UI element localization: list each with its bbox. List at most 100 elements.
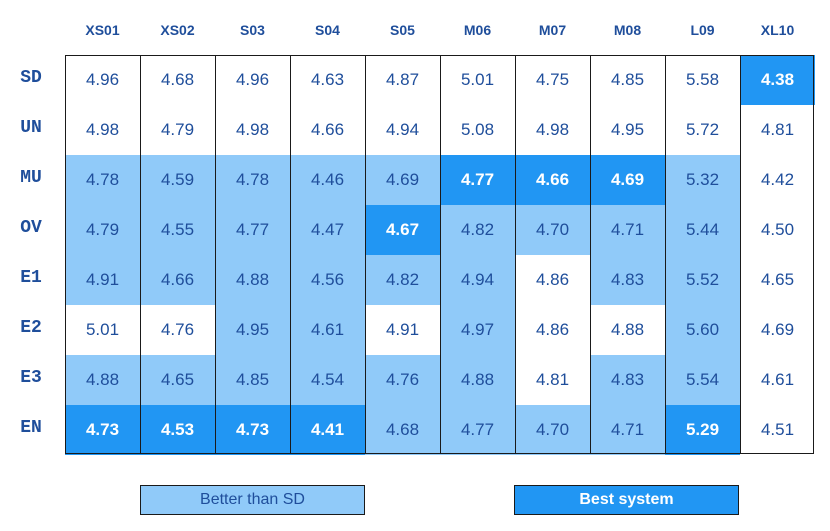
cell-en-xs02: 4.53: [140, 405, 215, 455]
cell-ov-s03: 4.77: [215, 205, 290, 255]
cell-e2-m06: 4.97: [440, 305, 515, 355]
cell-mu-m06: 4.77: [440, 155, 515, 205]
cell-mu-m07: 4.66: [515, 155, 590, 205]
legend-best-system: Best system: [514, 485, 739, 515]
cell-un-m06: 5.08: [460, 120, 495, 139]
cell-ov-m06: 4.82: [440, 205, 515, 255]
cell-un-s04: 4.66: [310, 120, 345, 139]
cell-en-m07: 4.70: [515, 405, 590, 455]
cell-e3-xs02: 4.65: [140, 355, 215, 405]
cell-mu-xs01: 4.78: [65, 155, 140, 205]
cell-sd-xs02: 4.68: [160, 70, 195, 89]
column-header-xs02: XS02: [160, 22, 195, 38]
cell-mu-m08: 4.69: [590, 155, 665, 205]
column-divider: [440, 55, 441, 454]
column-divider: [290, 55, 291, 454]
cell-ov-l09: 5.44: [665, 205, 740, 255]
cell-e1-m08: 4.83: [590, 255, 665, 305]
column-divider: [590, 55, 591, 454]
cell-mu-xs02: 4.59: [140, 155, 215, 205]
row-header-sd: SD: [20, 68, 42, 88]
row-header-e1: E1: [20, 268, 42, 288]
cell-e3-m06: 4.88: [440, 355, 515, 405]
cell-un-xs01: 4.98: [85, 120, 120, 139]
legend-better-than-sd: Better than SD: [140, 485, 365, 515]
column-divider: [365, 55, 366, 454]
cell-ov-s04: 4.47: [290, 205, 365, 255]
row-header-en: EN: [20, 418, 42, 438]
cell-sd-m07: 4.75: [535, 70, 570, 89]
cell-ov-m07: 4.70: [515, 205, 590, 255]
cell-e1-s05: 4.82: [365, 255, 440, 305]
cell-e3-s03: 4.85: [215, 355, 290, 405]
cell-sd-m06: 5.01: [460, 70, 495, 89]
cell-e1-s04: 4.56: [290, 255, 365, 305]
column-divider: [740, 55, 741, 454]
cell-e1-l09: 5.52: [665, 255, 740, 305]
cell-ov-xl10: 4.50: [760, 220, 795, 239]
cell-e3-xs01: 4.88: [65, 355, 140, 405]
cell-e2-s04: 4.61: [290, 305, 365, 355]
cell-mu-l09: 5.32: [665, 155, 740, 205]
cell-en-s05: 4.68: [365, 405, 440, 455]
cell-ov-s05: 4.67: [365, 205, 440, 255]
column-header-s04: S04: [315, 22, 340, 38]
cell-sd-xl10: 4.38: [740, 55, 815, 105]
row-header-e3: E3: [20, 368, 42, 388]
column-divider: [140, 55, 141, 454]
cell-e2-xl10: 4.69: [760, 320, 795, 339]
cell-e3-m07: 4.81: [535, 370, 570, 389]
cell-ov-xs01: 4.79: [65, 205, 140, 255]
cell-ov-m08: 4.71: [590, 205, 665, 255]
row-header-ov: OV: [20, 218, 42, 238]
cell-e2-l09: 5.60: [665, 305, 740, 355]
cell-mu-xl10: 4.42: [760, 170, 795, 189]
cell-e2-xs01: 5.01: [85, 320, 120, 339]
column-header-l09: L09: [690, 22, 715, 38]
cell-e3-xl10: 4.61: [760, 370, 795, 389]
cell-sd-s05: 4.87: [385, 70, 420, 89]
cell-en-xs01: 4.73: [65, 405, 140, 455]
cell-ov-xs02: 4.55: [140, 205, 215, 255]
cell-e1-xs01: 4.91: [65, 255, 140, 305]
cell-e3-s05: 4.76: [365, 355, 440, 405]
cell-e1-s03: 4.88: [215, 255, 290, 305]
cell-un-l09: 5.72: [685, 120, 720, 139]
cell-un-m08: 4.95: [610, 120, 645, 139]
row-header-un: UN: [20, 118, 42, 138]
column-divider: [515, 55, 516, 454]
cell-e1-m06: 4.94: [440, 255, 515, 305]
cell-un-s05: 4.94: [385, 120, 420, 139]
cell-sd-m08: 4.85: [610, 70, 645, 89]
row-header-mu: MU: [20, 168, 42, 188]
cell-e2-m07: 4.86: [535, 320, 570, 339]
legend-best-label: Best system: [579, 491, 674, 508]
column-header-m06: M06: [463, 22, 492, 38]
cell-e2-s05: 4.91: [385, 320, 420, 339]
cell-en-l09: 5.29: [665, 405, 740, 455]
cell-e2-xs02: 4.76: [160, 320, 195, 339]
column-header-m08: M08: [613, 22, 642, 38]
cell-un-m07: 4.98: [535, 120, 570, 139]
cell-sd-s03: 4.96: [235, 70, 270, 89]
column-header-s05: S05: [390, 22, 415, 38]
cell-en-m08: 4.71: [590, 405, 665, 455]
cell-e1-xl10: 4.65: [760, 270, 795, 289]
cell-mu-s03: 4.78: [215, 155, 290, 205]
row-header-e2: E2: [20, 318, 42, 338]
column-header-m07: M07: [538, 22, 567, 38]
cell-en-m06: 4.77: [440, 405, 515, 455]
cell-en-s04: 4.41: [290, 405, 365, 455]
column-header-s03: S03: [240, 22, 265, 38]
cell-un-xl10: 4.81: [760, 120, 795, 139]
cell-e2-m08: 4.88: [610, 320, 645, 339]
column-header-xl10: XL10: [760, 22, 795, 38]
column-divider: [665, 55, 666, 454]
cell-sd-s04: 4.63: [310, 70, 345, 89]
cell-e3-m08: 4.83: [590, 355, 665, 405]
legend-better-label: Better than SD: [200, 491, 305, 508]
cell-e2-s03: 4.95: [215, 305, 290, 355]
column-divider: [215, 55, 216, 454]
column-header-xs01: XS01: [85, 22, 120, 38]
cell-e1-xs02: 4.66: [140, 255, 215, 305]
